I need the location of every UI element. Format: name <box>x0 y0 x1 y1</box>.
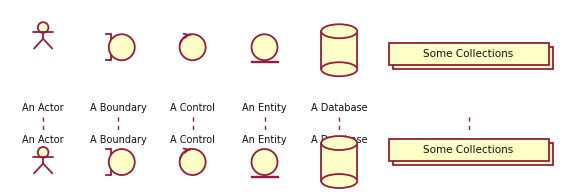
Text: A Boundary: A Boundary <box>90 135 146 145</box>
Ellipse shape <box>321 62 357 76</box>
Text: A Database: A Database <box>311 135 367 145</box>
FancyBboxPatch shape <box>321 31 357 69</box>
FancyBboxPatch shape <box>321 143 357 181</box>
Circle shape <box>251 34 278 60</box>
Text: A Boundary: A Boundary <box>90 103 146 113</box>
Circle shape <box>179 149 206 175</box>
Text: Some Collections: Some Collections <box>424 49 513 59</box>
Text: An Entity: An Entity <box>242 103 287 113</box>
Ellipse shape <box>321 24 357 38</box>
Circle shape <box>38 22 48 33</box>
FancyBboxPatch shape <box>393 47 553 69</box>
Text: An Entity: An Entity <box>242 135 287 145</box>
Text: Some Collections: Some Collections <box>424 145 513 155</box>
Text: A Database: A Database <box>311 103 367 113</box>
Ellipse shape <box>321 174 357 188</box>
Circle shape <box>109 149 135 175</box>
FancyBboxPatch shape <box>393 143 553 165</box>
Ellipse shape <box>321 136 357 150</box>
Text: An Actor: An Actor <box>22 135 64 145</box>
Text: A Control: A Control <box>170 103 215 113</box>
Circle shape <box>109 34 135 60</box>
FancyBboxPatch shape <box>389 43 549 65</box>
Text: A Control: A Control <box>170 135 215 145</box>
FancyBboxPatch shape <box>389 139 549 161</box>
Text: An Actor: An Actor <box>22 103 64 113</box>
Circle shape <box>38 147 48 158</box>
Circle shape <box>251 149 278 175</box>
Ellipse shape <box>321 136 357 150</box>
Ellipse shape <box>321 24 357 38</box>
Circle shape <box>179 34 206 60</box>
